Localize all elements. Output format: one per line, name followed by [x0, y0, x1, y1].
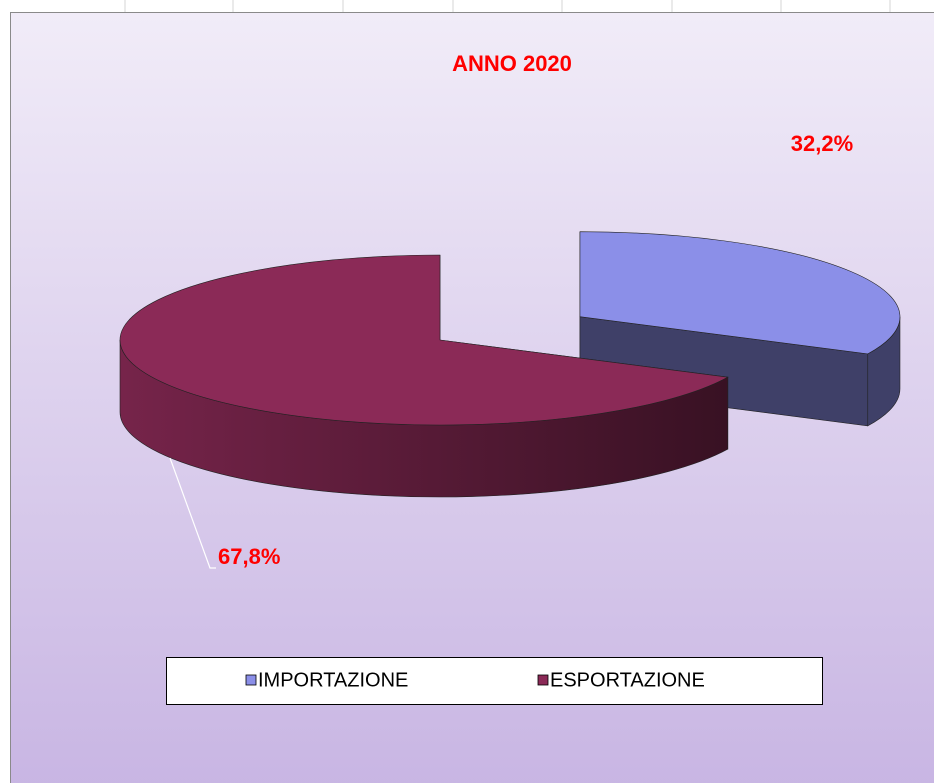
value-label: 67,8%: [218, 544, 280, 569]
chart-title: ANNO 2020: [452, 51, 572, 76]
legend-label: ESPORTAZIONE: [550, 669, 705, 691]
sheet-grid: [124, 0, 891, 12]
legend-swatch: [245, 674, 257, 686]
pie: [119, 231, 901, 498]
value-labels: 32,2% 67,8%: [218, 131, 853, 569]
slice: [119, 254, 729, 426]
value-label: 32,2%: [791, 131, 853, 156]
legend-items: IMPORTAZIONE ESPORTAZIONE: [245, 669, 705, 691]
legend-label: IMPORTAZIONE: [258, 669, 408, 691]
legend: [166, 657, 823, 705]
leader-line: [169, 457, 216, 569]
legend-swatch: [537, 674, 549, 686]
slice: [579, 231, 901, 355]
